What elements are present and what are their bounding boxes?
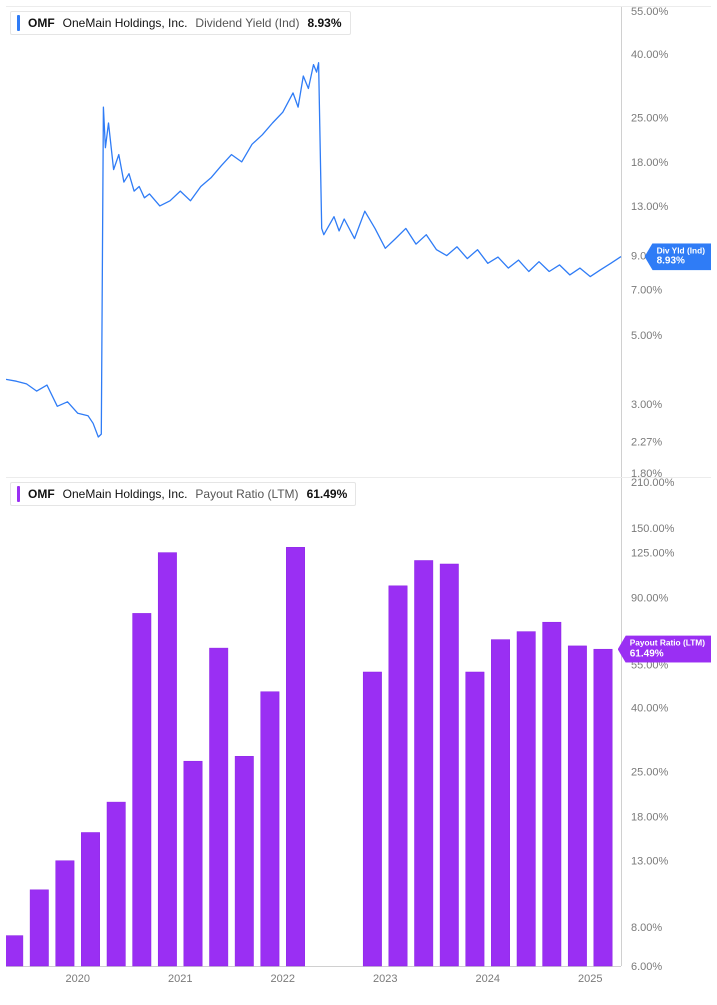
bar — [133, 613, 151, 966]
x-axis-tick-label: 2024 — [476, 973, 500, 985]
bar-chart-svg: 6.00%8.00%13.00%18.00%25.00%40.00%55.00%… — [6, 478, 716, 988]
bar — [543, 622, 561, 966]
y-axis-tick-label: 5.00% — [631, 330, 662, 342]
x-axis-tick-label: 2025 — [578, 973, 602, 985]
y-axis-tick-label: 125.00% — [631, 548, 675, 560]
chart-header: OMF OneMain Holdings, Inc. Payout Ratio … — [10, 482, 356, 506]
y-axis-tick-label: 210.00% — [631, 478, 675, 489]
bar — [440, 564, 458, 966]
y-axis-tick-label: 1.80% — [631, 468, 662, 477]
ticker-symbol: OMF — [28, 16, 55, 30]
bar — [363, 672, 381, 966]
bar — [517, 632, 535, 966]
bar — [81, 833, 99, 967]
y-axis-tick-label: 7.00% — [631, 285, 662, 297]
metric-current-value: 8.93% — [307, 16, 341, 30]
bar — [158, 553, 176, 966]
y-axis-tick-label: 40.00% — [631, 49, 669, 61]
bar — [261, 692, 279, 966]
payout-ratio-chart: OMF OneMain Holdings, Inc. Payout Ratio … — [6, 477, 711, 988]
y-axis-tick-label: 90.00% — [631, 592, 669, 604]
metric-current-value: 61.49% — [307, 487, 348, 501]
y-axis-tick-label: 6.00% — [631, 961, 662, 973]
current-value-flag: Payout Ratio (LTM)61.49% — [618, 636, 711, 663]
y-axis-tick-label: 25.00% — [631, 113, 669, 125]
y-axis-tick-label: 3.00% — [631, 399, 662, 411]
y-axis-tick-label: 13.00% — [631, 856, 669, 868]
bar — [210, 648, 228, 966]
x-axis-tick-label: 2022 — [271, 973, 295, 985]
bar — [56, 861, 74, 966]
y-axis-tick-label: 150.00% — [631, 523, 675, 535]
y-axis-tick-label: 13.00% — [631, 201, 669, 213]
bar — [6, 936, 23, 966]
bar — [594, 649, 612, 966]
y-axis-tick-label: 25.00% — [631, 767, 669, 779]
bar — [184, 761, 202, 966]
bar — [235, 756, 253, 966]
line-chart-svg: 1.80%2.27%3.00%5.00%7.00%9.00%13.00%18.0… — [6, 7, 716, 477]
x-axis-tick-label: 2020 — [66, 973, 90, 985]
x-axis-tick-label: 2023 — [373, 973, 397, 985]
company-name: OneMain Holdings, Inc. — [63, 16, 188, 30]
bar — [568, 646, 586, 966]
bar — [389, 586, 407, 966]
y-axis-tick-label: 18.00% — [631, 811, 669, 823]
bar — [466, 672, 484, 966]
bar — [491, 640, 509, 966]
metric-name: Payout Ratio (LTM) — [195, 487, 298, 501]
company-name: OneMain Holdings, Inc. — [63, 487, 188, 501]
bar — [107, 802, 125, 966]
chart-header: OMF OneMain Holdings, Inc. Dividend Yiel… — [10, 11, 351, 35]
x-axis-tick-label: 2021 — [168, 973, 192, 985]
metric-name: Dividend Yield (Ind) — [195, 16, 299, 30]
y-axis-tick-label: 2.27% — [631, 437, 662, 449]
y-axis-tick-label: 18.00% — [631, 157, 669, 169]
series-color-swatch — [17, 15, 20, 31]
bar — [30, 890, 48, 966]
bar — [415, 561, 433, 967]
y-axis-tick-label: 55.00% — [631, 7, 669, 18]
bar — [286, 547, 304, 966]
series-color-swatch — [17, 486, 20, 502]
ticker-symbol: OMF — [28, 487, 55, 501]
current-value-flag: Div Yld (Ind)8.93% — [645, 243, 711, 270]
y-axis-tick-label: 8.00% — [631, 922, 662, 934]
dividend-yield-chart: OMF OneMain Holdings, Inc. Dividend Yiel… — [6, 6, 711, 477]
y-axis-tick-label: 40.00% — [631, 703, 669, 715]
